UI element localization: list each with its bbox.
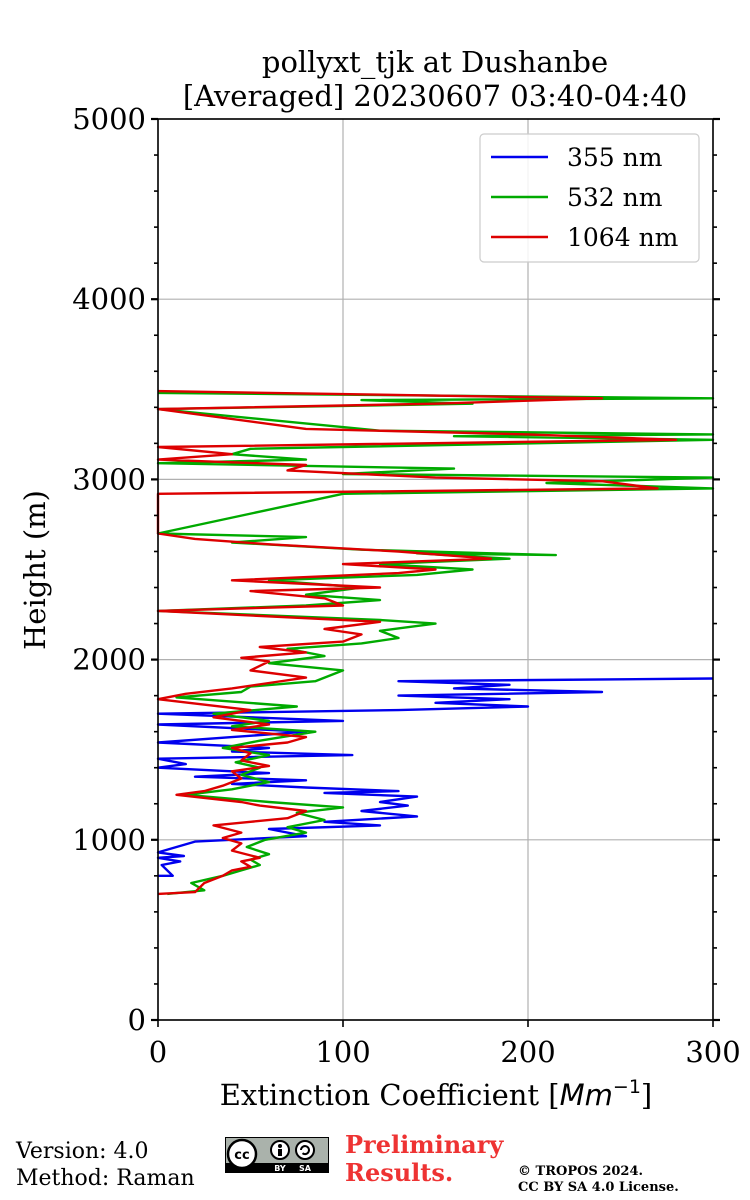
series-line-1 [156, 391, 715, 896]
y-tick-label-2000: 2000 [72, 643, 146, 677]
legend-box [479, 133, 700, 263]
y-tick-label-3000: 3000 [72, 462, 146, 496]
copyright-text-line2: CC BY SA 4.0 License. [518, 1180, 679, 1195]
x-tick-label-200: 200 [500, 1035, 555, 1069]
legend-label-0: 355 nm [567, 143, 663, 172]
extinction-profile-chart: pollyxt_tjk at Dushanbe [Averaged] 20230… [18, 45, 741, 1112]
preliminary-text-line2: Results. [345, 1158, 454, 1187]
cc-icon [226, 1138, 258, 1170]
x-axis-label-close: ] [641, 1078, 652, 1112]
preliminary-text-line1: Preliminary [345, 1130, 504, 1159]
method-text: Method: Raman [16, 1166, 195, 1191]
x-tick-label-300: 300 [685, 1035, 740, 1069]
legend-label-1: 532 nm [567, 183, 663, 212]
y-tick-label-5000: 5000 [72, 102, 146, 136]
cc-license-badge: cc BY SA [225, 1137, 329, 1173]
sa-label: SA [299, 1164, 312, 1173]
legend: 355 nm 532 nm 1064 nm [479, 133, 700, 263]
sa-icon [295, 1140, 315, 1160]
series-line-0 [156, 677, 714, 877]
x-tick-labels: 0 100 200 300 [149, 1035, 741, 1069]
axis-ticks [151, 117, 720, 1027]
by-label: BY [274, 1164, 286, 1173]
y-tick-labels: 0 1000 2000 3000 4000 5000 [72, 102, 146, 1037]
legend-label-2: 1064 nm [567, 223, 679, 252]
x-tick-label-100: 100 [315, 1035, 370, 1069]
x-axis-label: Extinction Coefficient [Mm−1] [220, 1076, 653, 1112]
x-tick-label-0: 0 [149, 1035, 167, 1069]
x-axis-label-exp: −1 [613, 1076, 641, 1098]
cc-icon-label: cc [234, 1148, 249, 1163]
plot-frame [157, 118, 714, 1021]
y-tick-label-1000: 1000 [72, 823, 146, 857]
y-axis-label: Height (m) [18, 490, 52, 650]
chart-title-line1: pollyxt_tjk at Dushanbe [262, 45, 608, 80]
y-tick-label-0: 0 [128, 1003, 146, 1037]
y-tick-label-4000: 4000 [72, 282, 146, 316]
copyright-text-line1: © TROPOS 2024. [518, 1164, 644, 1179]
series-layer [156, 389, 715, 896]
chart-title-line2: [Averaged] 20230607 03:40-04:40 [183, 79, 687, 113]
version-text: Version: 4.0 [16, 1139, 149, 1164]
x-axis-label-unit: Mm [560, 1078, 613, 1112]
series-line-2 [156, 389, 678, 896]
